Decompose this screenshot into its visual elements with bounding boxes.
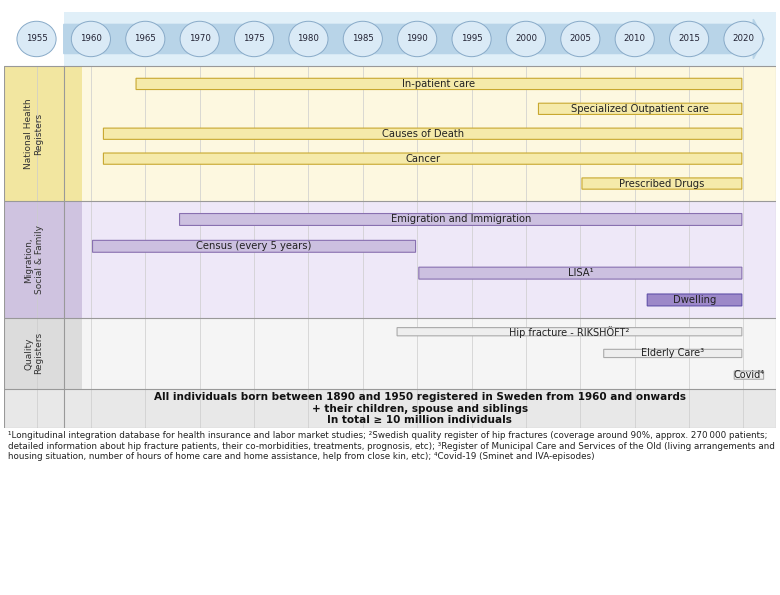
- Text: National Health
Registers: National Health Registers: [24, 98, 44, 169]
- Text: 1960: 1960: [80, 35, 102, 43]
- FancyBboxPatch shape: [93, 240, 416, 252]
- FancyBboxPatch shape: [582, 178, 742, 189]
- Bar: [64, 12, 776, 66]
- Bar: [4, 66, 776, 428]
- FancyBboxPatch shape: [104, 153, 742, 164]
- FancyBboxPatch shape: [397, 328, 742, 336]
- Text: 2020: 2020: [732, 35, 754, 43]
- Text: Causes of Death: Causes of Death: [381, 129, 463, 139]
- Ellipse shape: [561, 21, 600, 57]
- Bar: [64, 66, 776, 201]
- Text: 1970: 1970: [189, 35, 211, 43]
- Text: 1975: 1975: [243, 35, 265, 43]
- Text: 1955: 1955: [26, 35, 48, 43]
- Text: ¹Longitudinal integration database for health insurance and labor market studies: ¹Longitudinal integration database for h…: [8, 431, 775, 461]
- Text: Emigration and Immigration: Emigration and Immigration: [391, 214, 531, 224]
- Bar: [4, 318, 82, 389]
- FancyBboxPatch shape: [538, 103, 742, 114]
- FancyBboxPatch shape: [604, 349, 742, 358]
- Bar: [64, 389, 776, 428]
- Text: 2000: 2000: [515, 35, 537, 43]
- Ellipse shape: [615, 21, 654, 57]
- Text: LISA¹: LISA¹: [568, 268, 593, 278]
- Bar: [4, 201, 82, 318]
- FancyBboxPatch shape: [734, 371, 764, 379]
- Text: Quality
Registers: Quality Registers: [24, 333, 44, 374]
- FancyBboxPatch shape: [419, 267, 742, 279]
- Ellipse shape: [506, 21, 545, 57]
- Text: Specialized Outpatient care: Specialized Outpatient care: [571, 104, 709, 114]
- Text: In-patient care: In-patient care: [402, 79, 476, 89]
- Bar: [64, 201, 776, 318]
- Bar: [4, 389, 82, 428]
- FancyBboxPatch shape: [104, 128, 742, 139]
- Text: 2005: 2005: [569, 35, 591, 43]
- Text: 1990: 1990: [406, 35, 428, 43]
- FancyBboxPatch shape: [647, 294, 742, 306]
- FancyBboxPatch shape: [136, 79, 742, 89]
- Text: 1980: 1980: [297, 35, 319, 43]
- Ellipse shape: [71, 21, 111, 57]
- Text: Migration,
Social & Family: Migration, Social & Family: [24, 226, 44, 294]
- Ellipse shape: [669, 21, 709, 57]
- Ellipse shape: [398, 21, 437, 57]
- Ellipse shape: [17, 21, 56, 57]
- Ellipse shape: [126, 21, 165, 57]
- Text: Covid⁴: Covid⁴: [733, 370, 764, 380]
- FancyArrow shape: [64, 19, 764, 59]
- Text: Cancer: Cancer: [405, 154, 440, 164]
- Text: 2010: 2010: [624, 35, 646, 43]
- Ellipse shape: [235, 21, 274, 57]
- Text: 1985: 1985: [352, 35, 374, 43]
- Bar: [64, 318, 776, 389]
- Ellipse shape: [180, 21, 219, 57]
- Text: 2015: 2015: [678, 35, 700, 43]
- Ellipse shape: [343, 21, 382, 57]
- Bar: [4, 66, 82, 201]
- Text: Census (every 5 years): Census (every 5 years): [197, 242, 312, 251]
- Text: Hip fracture - RIKSHÖFT²: Hip fracture - RIKSHÖFT²: [509, 326, 629, 338]
- Ellipse shape: [724, 21, 763, 57]
- Text: 1965: 1965: [134, 35, 156, 43]
- Text: Dwelling: Dwelling: [673, 295, 716, 305]
- Ellipse shape: [289, 21, 328, 57]
- Text: 1995: 1995: [461, 35, 483, 43]
- FancyBboxPatch shape: [179, 214, 742, 226]
- Ellipse shape: [452, 21, 491, 57]
- Text: Prescribed Drugs: Prescribed Drugs: [619, 178, 704, 189]
- Text: All individuals born between 1890 and 1950 registered in Sweden from 1960 and on: All individuals born between 1890 and 19…: [154, 392, 686, 425]
- Text: Elderly Care³: Elderly Care³: [641, 349, 704, 358]
